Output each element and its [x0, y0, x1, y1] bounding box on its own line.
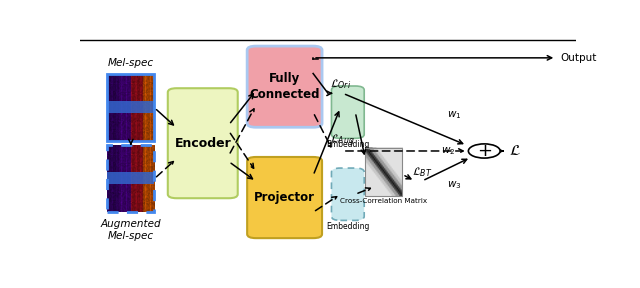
- Text: Cross-Correlation Matrix: Cross-Correlation Matrix: [340, 198, 427, 204]
- Text: Embedding: Embedding: [326, 222, 369, 231]
- Text: $\mathcal{L}_{Ori}$: $\mathcal{L}_{Ori}$: [330, 77, 352, 91]
- Text: Output: Output: [560, 53, 596, 63]
- Text: $\mathcal{L}_{BT}$: $\mathcal{L}_{BT}$: [412, 165, 433, 179]
- Text: +: +: [477, 142, 492, 160]
- Circle shape: [468, 144, 500, 158]
- Bar: [365, 148, 403, 196]
- Text: $w_3$: $w_3$: [447, 179, 461, 191]
- Text: Encoder: Encoder: [174, 137, 231, 150]
- FancyBboxPatch shape: [332, 168, 364, 220]
- Text: Projector: Projector: [254, 191, 315, 204]
- Text: Embedding: Embedding: [326, 140, 369, 149]
- Text: $w_2$: $w_2$: [441, 145, 455, 157]
- FancyBboxPatch shape: [247, 46, 322, 127]
- Text: $\mathcal{L}_{Aug}$: $\mathcal{L}_{Aug}$: [330, 132, 355, 149]
- FancyBboxPatch shape: [332, 86, 364, 138]
- Text: $w_1$: $w_1$: [447, 110, 461, 122]
- Bar: [108, 172, 154, 184]
- Text: Augmented
Mel-spec: Augmented Mel-spec: [100, 219, 161, 241]
- Bar: [108, 101, 154, 113]
- FancyBboxPatch shape: [247, 157, 322, 238]
- FancyBboxPatch shape: [168, 88, 237, 198]
- Text: Mel-spec: Mel-spec: [108, 58, 154, 68]
- Text: Fully
Connected: Fully Connected: [250, 72, 320, 101]
- Text: $\mathcal{L}$: $\mathcal{L}$: [509, 143, 521, 158]
